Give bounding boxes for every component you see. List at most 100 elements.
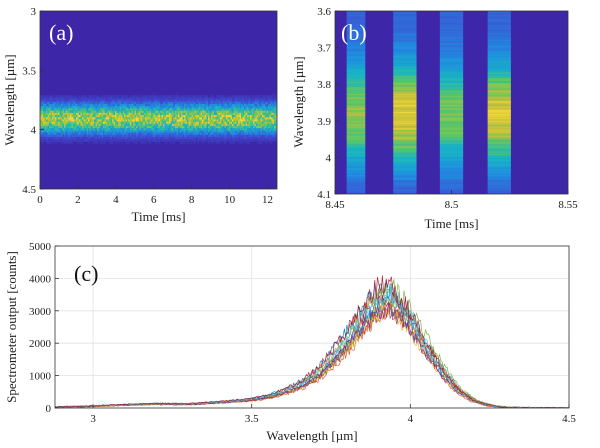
- panel-a-cell: [256, 110, 258, 114]
- panel-a-cell: [167, 123, 170, 127]
- panel-a-cell: [188, 108, 191, 111]
- panel-a-cell: [65, 137, 68, 140]
- panel-a-cell: [107, 108, 110, 111]
- panel-a-cell: [239, 132, 242, 136]
- panel-a-cell: [254, 112, 257, 116]
- panel-a-cell: [221, 139, 224, 142]
- panel-b-pulse-4-row: [487, 70, 511, 73]
- panel-a-cell: [232, 110, 234, 114]
- panel-a-cell: [145, 101, 147, 105]
- panel-a-cell: [190, 141, 192, 144]
- panel-a-cell: [128, 132, 131, 136]
- panel-b-xtick-label: 8.45: [325, 199, 345, 211]
- panel-a-cell: [245, 106, 248, 109]
- panel-a-cell: [73, 130, 75, 133]
- panel-c-ytick-label: 1000: [29, 371, 52, 383]
- panel-a-cell: [49, 110, 51, 114]
- panel-a-cell: [74, 117, 77, 120]
- panel-a-cell: [239, 106, 242, 109]
- panel-a-cell: [86, 130, 89, 133]
- panel-a-cell: [176, 119, 179, 122]
- panel-a-cell: [196, 132, 198, 136]
- panel-a-cell: [109, 95, 111, 98]
- panel-a-cell: [242, 115, 245, 118]
- panel-a-cell: [226, 121, 228, 125]
- panel-a-cell: [131, 99, 134, 103]
- panel-a-cell: [53, 97, 56, 100]
- panel-a-cell: [116, 97, 119, 100]
- panel-a-cell: [224, 139, 227, 142]
- panel-a-cell: [137, 126, 140, 129]
- panel-a-cell: [113, 137, 116, 140]
- panel-a-cell: [214, 108, 216, 111]
- panel-a-cell: [80, 141, 83, 144]
- panel-a-cell: [149, 101, 152, 105]
- panel-a-cell: [262, 137, 264, 140]
- panel-a-cell: [136, 121, 138, 125]
- panel-a-cell: [158, 141, 161, 144]
- panel-a-cell: [247, 121, 249, 125]
- panel-a-cell: [134, 106, 137, 109]
- panel-a-cell: [145, 112, 147, 116]
- panel-a-cell: [242, 97, 245, 100]
- panel-a-cell: [86, 132, 89, 136]
- panel-a-cell: [167, 95, 170, 98]
- panel-a-cell: [193, 121, 195, 125]
- panel-a-cell: [55, 108, 57, 111]
- panel-a-cell: [206, 137, 209, 140]
- panel-a-cell: [271, 101, 273, 105]
- panel-b-pulse-4-row: [487, 56, 511, 58]
- panel-a-cell: [194, 134, 197, 138]
- panel-a-cell: [257, 99, 260, 103]
- panel-a-cell: [224, 141, 227, 144]
- panel-a-cell: [196, 126, 198, 129]
- panel-a-cell: [95, 139, 98, 142]
- panel-a-cell: [47, 117, 50, 120]
- panel-a-cell: [152, 97, 155, 100]
- panel-a-cell: [65, 110, 68, 114]
- panel-a-cell: [256, 130, 258, 133]
- panel-a-cell: [191, 121, 194, 125]
- panel-a-cell: [149, 119, 152, 122]
- panel-a-cell: [250, 119, 252, 122]
- panel-a-cell: [238, 108, 240, 111]
- panel-a-cell: [73, 110, 75, 114]
- panel-a-cell: [194, 104, 197, 107]
- panel-b-pulse-4-row: [487, 30, 511, 33]
- panel-a-cell: [50, 141, 53, 144]
- panel-a-cell: [136, 130, 138, 133]
- panel-a-cell: [265, 101, 267, 105]
- panel-a-cell: [100, 134, 102, 138]
- panel-a-cell: [242, 123, 245, 127]
- panel-a-cell: [47, 123, 50, 127]
- panel-a-cell: [262, 126, 264, 129]
- panel-a-cell: [80, 119, 83, 122]
- panel-a-cell: [197, 108, 200, 111]
- panel-a-cell: [101, 121, 104, 125]
- panel-a-cell: [170, 101, 173, 105]
- panel-a-cell: [82, 95, 84, 98]
- panel-a-cell: [259, 132, 261, 136]
- panel-a-cell: [187, 128, 189, 131]
- panel-a-cell: [131, 106, 134, 109]
- panel-a-cell: [70, 110, 72, 114]
- panel-a-cell: [167, 99, 170, 103]
- panel-a-cell: [200, 119, 203, 122]
- panel-b-pulse-2-row: [393, 142, 417, 145]
- panel-a-cell: [152, 139, 155, 142]
- panel-a-cell: [77, 139, 80, 142]
- panel-a-cell: [68, 110, 71, 114]
- panel-a-cell: [109, 134, 111, 138]
- panel-a-cell: [242, 119, 245, 122]
- panel-a-cell: [187, 132, 189, 136]
- panel-a-cell: [250, 104, 252, 107]
- panel-b-pulse-1-row: [346, 88, 366, 91]
- panel-a-cell: [184, 101, 186, 105]
- panel-a-cell: [121, 128, 123, 131]
- panel-a-cell: [52, 106, 54, 109]
- panel-a-cell: [208, 99, 210, 103]
- panel-a-cell: [140, 99, 143, 103]
- panel-a-cell: [170, 134, 173, 138]
- panel-a-cell: [130, 130, 132, 133]
- panel-a-cell: [169, 110, 171, 114]
